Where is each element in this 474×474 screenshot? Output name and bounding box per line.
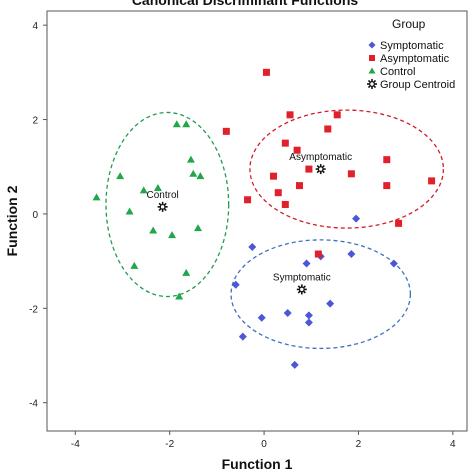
data-point [326, 299, 335, 308]
data-point [149, 226, 158, 234]
legend: Group SymptomaticAsymptomaticControlGrou… [367, 17, 455, 91]
centroid-label-symptomatic: Symptomatic [273, 272, 331, 283]
data-point [248, 242, 257, 251]
data-point [182, 120, 191, 128]
data-point [116, 172, 125, 180]
series-control [92, 120, 205, 300]
data-point [172, 120, 181, 128]
data-point [286, 111, 294, 119]
legend-label: Asymptomatic [380, 53, 450, 65]
data-point [395, 219, 403, 227]
plot-area-frame [46, 10, 468, 432]
legend-label: Symptomatic [380, 40, 444, 52]
centroid-label-asymptomatic: Asymptomatic [289, 152, 352, 163]
data-point [295, 182, 303, 190]
data-point [175, 292, 184, 300]
legend-title: Group [392, 17, 426, 31]
y-tick-label: -4 [29, 399, 38, 410]
data-point [270, 172, 278, 180]
x-tick-label: -2 [165, 439, 174, 450]
data-point [189, 169, 198, 177]
data-point [304, 311, 313, 320]
data-point [182, 268, 191, 276]
data-point [305, 165, 313, 173]
centroid-symptomatic [296, 284, 307, 295]
ellipse-symptomatic [230, 239, 412, 350]
series-asymptomatic [222, 68, 436, 258]
data-point [274, 189, 282, 197]
data-point [293, 146, 301, 154]
x-axis-title: Function 1 [222, 456, 293, 472]
data-point [222, 127, 230, 135]
data-point [153, 183, 162, 191]
centroid-control [157, 201, 168, 212]
group-ellipses [105, 109, 445, 350]
data-point [186, 155, 195, 163]
data-point [244, 196, 252, 204]
centroid-asymptomatic [315, 164, 326, 175]
x-tick-label: 4 [450, 439, 456, 450]
legend-label: Control [380, 66, 415, 78]
data-point [347, 250, 356, 259]
data-point [389, 259, 398, 268]
data-point [314, 250, 322, 258]
series-symptomatic [231, 214, 398, 369]
y-tick-label: 4 [32, 21, 38, 32]
data-point [347, 170, 355, 178]
ellipse-control [105, 111, 230, 298]
data-point [324, 125, 332, 133]
ellipse-asymptomatic [249, 109, 445, 229]
data-point [257, 313, 266, 322]
legend-marker-2 [368, 67, 376, 74]
data-point [281, 200, 289, 208]
data-point [333, 111, 341, 119]
data-point [238, 332, 247, 341]
data-points [92, 68, 436, 369]
data-point [302, 259, 311, 268]
data-point [428, 177, 436, 185]
legend-marker-3 [367, 79, 377, 89]
centroid-label-control: Control [146, 190, 178, 201]
data-point [304, 318, 313, 327]
data-point [283, 309, 292, 318]
data-point [196, 172, 205, 180]
data-point [383, 156, 391, 164]
data-point [194, 224, 203, 232]
chart-title: Canonical Discriminant Functions [132, 0, 359, 8]
data-point [383, 182, 391, 190]
data-point [168, 231, 177, 239]
x-tick-label: 2 [356, 439, 362, 450]
y-tick-label: -2 [29, 304, 38, 315]
data-point [139, 186, 148, 194]
data-point [231, 280, 240, 289]
x-tick-label: -4 [71, 439, 80, 450]
data-point [281, 139, 289, 147]
data-point [130, 261, 139, 269]
legend-marker-1 [369, 55, 375, 61]
data-point [290, 360, 299, 369]
legend-label: Group Centroid [380, 79, 455, 91]
data-point [262, 68, 270, 76]
y-tick-label: 2 [32, 116, 38, 127]
legend-marker-0 [368, 41, 376, 49]
data-point [125, 207, 134, 215]
group-centroids: Control Asymptomatic Symptomatic [146, 152, 352, 295]
x-tick-label: 0 [261, 439, 267, 450]
data-point [352, 214, 361, 223]
data-point [92, 193, 101, 201]
axis-ticks: -4 -2 0 2 4 4 2 0 -2 -4 [29, 21, 456, 450]
y-tick-label: 0 [32, 210, 38, 221]
y-axis-title: Function 2 [4, 185, 20, 256]
